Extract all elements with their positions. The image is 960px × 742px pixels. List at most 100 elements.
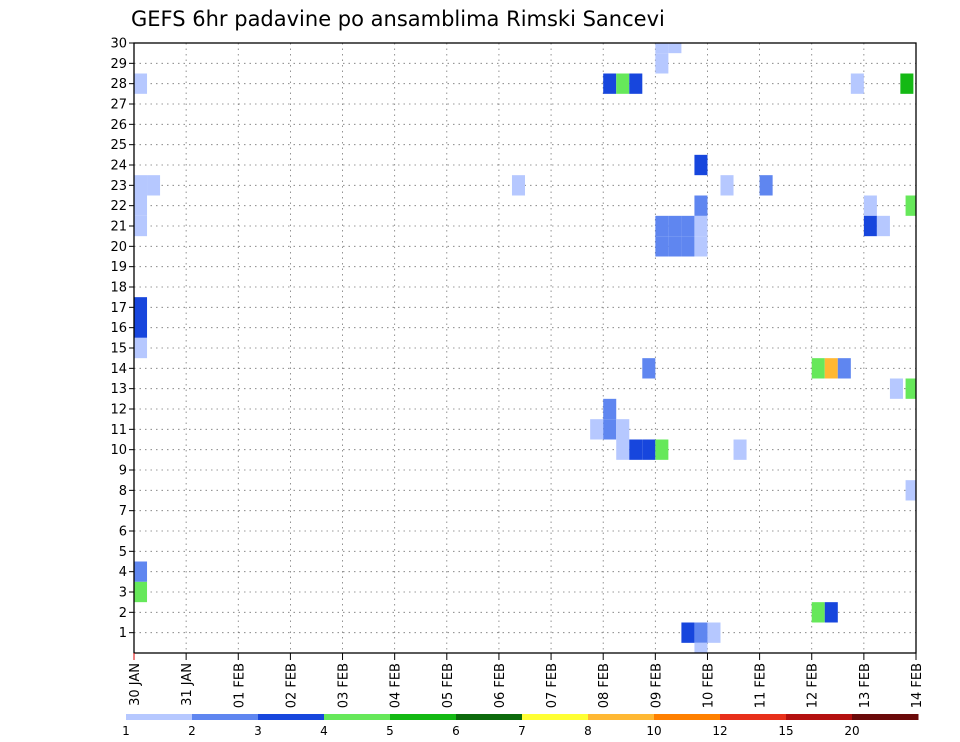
x-tick-label: 03 FEB xyxy=(337,663,352,708)
precip-cell xyxy=(134,337,148,359)
precip-cell xyxy=(681,215,695,237)
precip-cell xyxy=(616,419,630,440)
precip-cell xyxy=(629,439,643,460)
y-tick-label: 30 xyxy=(110,37,127,52)
precip-cell xyxy=(707,622,721,643)
precip-cell xyxy=(642,439,656,460)
y-tick-label: 16 xyxy=(110,321,127,336)
precip-cell xyxy=(720,175,734,196)
colorbar-swatch xyxy=(654,714,721,720)
y-tick-label: 24 xyxy=(110,159,127,174)
precip-cell xyxy=(134,215,148,237)
precip-cell xyxy=(590,419,604,440)
precip-cell xyxy=(668,215,682,237)
colorbar-swatch xyxy=(324,714,391,720)
precip-cell xyxy=(603,398,617,420)
precip-cell xyxy=(824,358,838,379)
precip-cell xyxy=(837,358,851,379)
y-tick-label: 19 xyxy=(110,260,127,275)
precip-cell xyxy=(681,622,695,643)
precip-cell xyxy=(603,73,617,94)
precip-cell xyxy=(655,43,669,54)
x-tick-label: 01 FEB xyxy=(232,663,247,708)
colorbar-swatch xyxy=(192,714,259,720)
x-tick-label: 11 FEB xyxy=(754,663,769,708)
colorbar-swatch xyxy=(588,714,655,720)
colorbar-label: 4 xyxy=(320,724,328,738)
precip-cell xyxy=(694,236,708,257)
x-tick-label: 10 FEB xyxy=(701,663,716,708)
y-tick-label: 29 xyxy=(110,57,127,72)
colorbar-label: 2 xyxy=(188,724,196,738)
y-tick-label: 15 xyxy=(110,342,127,357)
precip-cell xyxy=(694,195,708,216)
precip-cell xyxy=(134,297,148,318)
y-tick-label: 18 xyxy=(110,281,127,296)
precip-cell xyxy=(811,602,825,623)
gridlines xyxy=(134,43,916,653)
colorbar-swatch xyxy=(786,714,853,720)
y-tick-label: 25 xyxy=(110,138,127,153)
y-tick-label: 21 xyxy=(110,220,127,235)
y-tick-label: 17 xyxy=(110,301,127,316)
colorbar-swatch xyxy=(852,714,919,720)
precip-cell xyxy=(655,53,669,74)
x-tick-label: 14 FEB xyxy=(910,663,925,708)
precip-cell xyxy=(147,175,161,196)
x-tick-label: 07 FEB xyxy=(545,663,560,708)
y-tick-label: 10 xyxy=(110,443,127,458)
precip-cell xyxy=(134,581,148,603)
colorbar-swatch xyxy=(126,714,193,720)
x-tick-label: 30 JAN xyxy=(128,663,143,706)
precip-cell xyxy=(511,175,525,196)
precip-cell xyxy=(850,73,864,94)
colorbar-swatch xyxy=(390,714,457,720)
y-tick-label: 27 xyxy=(110,98,127,113)
precip-cell xyxy=(134,561,148,582)
colorbar-label: 20 xyxy=(844,724,859,738)
y-tick-label: 3 xyxy=(119,586,127,601)
colorbar-label: 10 xyxy=(646,724,661,738)
y-tick-label: 2 xyxy=(119,606,127,621)
colorbar-swatch xyxy=(456,714,523,720)
y-axis: 1234567891011121314151617181920212223242… xyxy=(110,37,134,641)
y-tick-label: 7 xyxy=(119,504,127,519)
precip-cell xyxy=(629,73,643,94)
precip-cell xyxy=(655,439,669,460)
precip-cell xyxy=(811,358,825,379)
colorbar-swatch xyxy=(522,714,589,720)
precip-cell xyxy=(668,236,682,257)
colorbar-label: 15 xyxy=(778,724,793,738)
precip-cell xyxy=(694,642,708,653)
x-tick-label: 13 FEB xyxy=(858,663,873,708)
x-tick-label: 12 FEB xyxy=(806,663,821,708)
y-tick-label: 6 xyxy=(119,525,127,540)
x-tick-label: 08 FEB xyxy=(597,663,612,708)
colorbar-label: 1 xyxy=(122,724,130,738)
colorbar-swatch xyxy=(720,714,787,720)
precip-cell xyxy=(616,73,630,94)
y-tick-label: 14 xyxy=(110,362,127,377)
y-tick-label: 5 xyxy=(119,545,127,560)
y-tick-label: 12 xyxy=(110,403,127,418)
y-tick-label: 22 xyxy=(110,199,127,214)
precip-cell xyxy=(134,73,148,94)
colorbar-legend: 1 2 3 4 5 6 7 8 10 12 15 20 xyxy=(122,714,919,738)
precip-cell xyxy=(905,195,916,216)
precip-cell xyxy=(905,480,916,501)
y-tick-label: 8 xyxy=(119,484,127,499)
y-tick-label: 1 xyxy=(119,626,127,641)
x-tick-label: 31 JAN xyxy=(180,663,195,706)
y-tick-label: 13 xyxy=(110,382,127,397)
y-tick-label: 4 xyxy=(119,565,127,580)
colorbar-label: 6 xyxy=(452,724,460,738)
precip-cell xyxy=(134,317,148,338)
colorbar-label: 3 xyxy=(254,724,262,738)
x-tick-label: 06 FEB xyxy=(493,663,508,708)
y-tick-label: 9 xyxy=(119,464,127,479)
data-cells xyxy=(134,43,916,653)
x-tick-label: 04 FEB xyxy=(389,663,404,708)
colorbar-label: 12 xyxy=(712,724,727,738)
colorbar-label: 5 xyxy=(386,724,394,738)
